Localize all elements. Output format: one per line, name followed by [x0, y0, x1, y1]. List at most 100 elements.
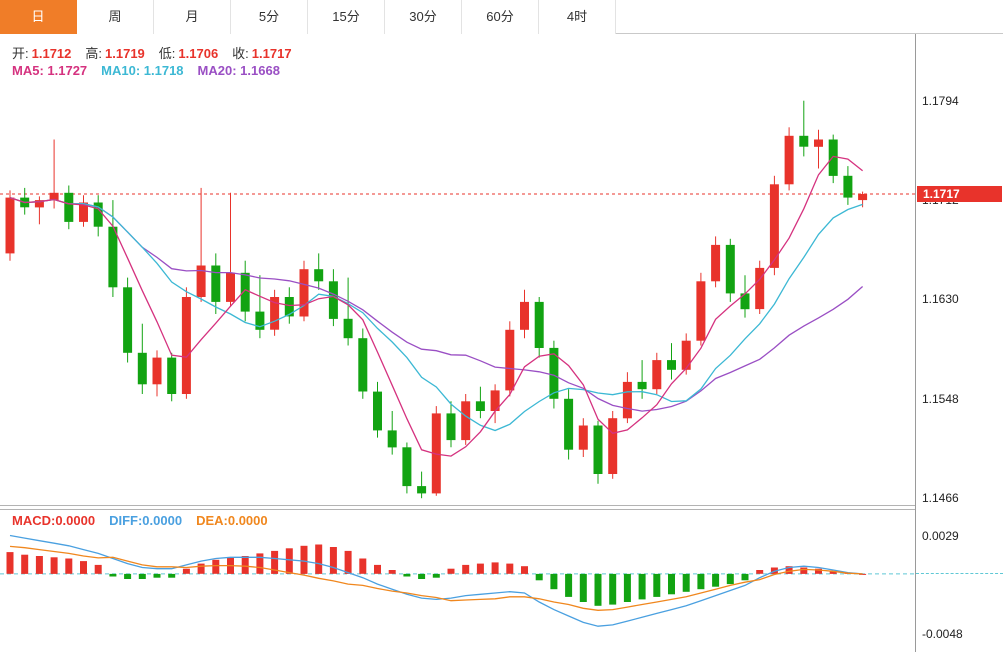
timeframe-tab-0[interactable]: 日: [0, 0, 77, 34]
candle-body: [34, 200, 44, 208]
candle-body: [402, 447, 412, 487]
candlestick-chart-svg[interactable]: [0, 34, 915, 505]
macd-axis-label: 0.0029: [922, 528, 959, 543]
macd-histogram-bar: [329, 547, 337, 574]
candle-body: [196, 265, 206, 297]
candle-body: [181, 297, 191, 394]
candle-body: [211, 265, 221, 302]
macd-histogram-bar: [668, 573, 675, 595]
candle-body: [711, 244, 721, 282]
candle-body: [593, 425, 603, 474]
candle-body: [725, 244, 735, 294]
candle-body: [637, 381, 647, 390]
candle-body: [799, 135, 809, 147]
macd-histogram-bar: [550, 573, 558, 590]
macd-histogram-bar: [241, 556, 249, 574]
macd-histogram-bar: [153, 573, 161, 578]
macd-histogram-bar: [271, 550, 279, 574]
macd-histogram-bar: [829, 571, 837, 574]
macd-histogram-bar: [521, 566, 528, 574]
macd-histogram-bar: [609, 573, 617, 605]
close-value: 1.1717: [251, 46, 292, 61]
candle-body: [299, 269, 309, 317]
macd-histogram-bar: [638, 573, 646, 600]
macd-histogram-bar: [712, 573, 720, 587]
timeframe-tab-5[interactable]: 30分: [385, 0, 462, 34]
timeframe-tab-3[interactable]: 5分: [231, 0, 308, 34]
candle-body: [652, 360, 662, 390]
macd-histogram-bar: [285, 548, 293, 574]
dea-value-label: DEA:0.0000: [196, 513, 268, 528]
candle-body: [255, 311, 265, 330]
candle-body: [578, 425, 588, 450]
candle-body: [270, 297, 280, 330]
macd-histogram-bar: [726, 573, 734, 585]
dea-line: [9, 545, 863, 611]
macd-histogram-bar: [80, 561, 87, 574]
ma10-line: [9, 196, 863, 432]
macd-histogram-bar: [462, 564, 470, 574]
candle-body: [461, 401, 471, 441]
macd-histogram-bar: [388, 570, 396, 574]
candle-body: [520, 301, 529, 330]
macd-histogram-bar: [344, 550, 352, 574]
candle-body: [549, 347, 559, 399]
candle-body: [343, 318, 353, 339]
high-label: 高:: [85, 46, 103, 61]
main-chart-panel: 开: 1.1712 高: 1.1719 低: 1.1706 收: 1.1717 MA5: 1.…: [0, 34, 915, 506]
candle-body: [284, 297, 294, 317]
candle-body: [226, 272, 235, 302]
candle-body: [417, 486, 427, 494]
timeframe-tab-6[interactable]: 60分: [462, 0, 539, 34]
candle-body: [814, 139, 823, 147]
timeframe-tab-7[interactable]: 4时: [539, 0, 616, 34]
ma5-legend: MA5: 1.1727: [12, 63, 88, 78]
timeframe-tab-1[interactable]: 周: [77, 0, 154, 34]
candle-body: [755, 267, 765, 310]
macd-histogram-bar: [815, 568, 822, 574]
candle-body: [137, 352, 147, 385]
macd-histogram-bar: [212, 559, 220, 574]
macd-histogram-bar: [21, 554, 29, 574]
candle-body: [858, 194, 868, 201]
candle-body: [93, 202, 103, 227]
candle-body: [505, 329, 515, 391]
candle-body: [167, 357, 177, 394]
macd-histogram-bar: [50, 557, 58, 574]
macd-histogram-bar: [418, 573, 426, 579]
macd-axis-label: -0.0048: [922, 627, 963, 642]
candle-body: [108, 226, 118, 288]
macd-histogram-bar: [682, 573, 690, 592]
timeframe-tab-2[interactable]: 月: [154, 0, 231, 34]
candle-body: [152, 357, 162, 385]
open-label: 开:: [12, 46, 29, 61]
open-value: 1.1712: [31, 46, 72, 61]
macd-histogram-bar: [374, 564, 381, 574]
macd-histogram-bar: [653, 573, 661, 597]
candle-body: [681, 340, 691, 370]
price-axis-label: 1.1630: [922, 292, 959, 307]
ma20-legend: MA20: 1.1668: [197, 63, 280, 78]
macd-histogram-bar: [741, 573, 749, 581]
macd-histogram-bar: [124, 573, 132, 579]
timeframe-tab-4[interactable]: 15分: [308, 0, 385, 34]
macd-chart-svg[interactable]: [0, 510, 915, 652]
candle-body: [64, 192, 74, 222]
macd-histogram-bar: [65, 558, 73, 574]
ma-legend: MA5: 1.1727 MA10: 1.1718 MA20: 1.1668: [12, 63, 294, 78]
macd-histogram-bar: [697, 573, 705, 590]
macd-histogram-bar: [168, 573, 176, 578]
macd-histogram-bar: [594, 573, 602, 606]
candle-body: [328, 281, 338, 319]
candle-body: [431, 413, 441, 494]
axis-separator-line: [915, 34, 916, 652]
current-price-badge: 1.1717: [917, 186, 1002, 202]
price-axis-label: 1.1548: [922, 391, 959, 406]
macd-histogram-bar: [109, 573, 117, 577]
macd-value-label: MACD:0.0000: [12, 513, 96, 528]
macd-legend: MACD:0.0000 DIFF:0.0000 DEA:0.0000: [12, 513, 282, 528]
close-label: 收:: [232, 46, 249, 61]
macd-histogram-bar: [785, 566, 793, 574]
macd-histogram-bar: [315, 544, 323, 574]
